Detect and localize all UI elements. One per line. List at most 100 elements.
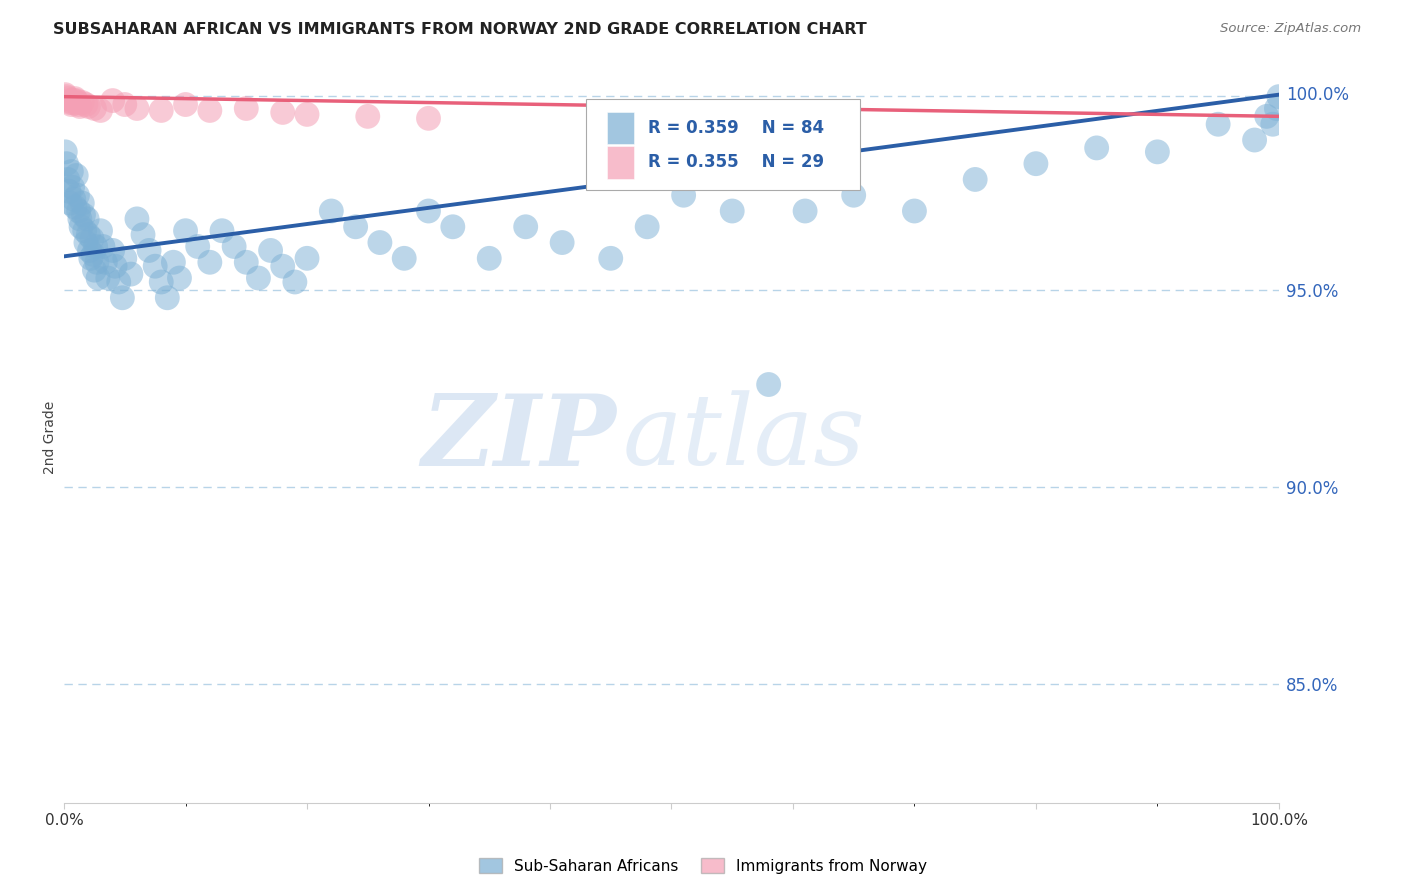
- Point: [58, 184, 80, 198]
- Point: [73, 224, 96, 238]
- Point: [1206, 117, 1229, 131]
- Point: [70, 219, 93, 234]
- Point: [65, 94, 87, 108]
- Point: [794, 204, 817, 219]
- Point: [125, 211, 148, 226]
- Point: [284, 275, 307, 289]
- Point: [63, 92, 86, 106]
- Point: [418, 204, 440, 219]
- Point: [1265, 102, 1288, 116]
- Point: [87, 271, 110, 285]
- Point: [72, 196, 94, 211]
- Point: [59, 95, 82, 110]
- Point: [53, 87, 76, 102]
- Point: [721, 204, 744, 219]
- Point: [62, 192, 84, 206]
- Point: [271, 105, 294, 120]
- Point: [162, 255, 184, 269]
- Point: [111, 291, 134, 305]
- Point: [132, 227, 155, 242]
- Point: [89, 224, 111, 238]
- Text: R = 0.355    N = 29: R = 0.355 N = 29: [648, 153, 824, 171]
- Point: [97, 271, 120, 285]
- Point: [79, 244, 101, 258]
- Point: [107, 275, 129, 289]
- Point: [1256, 109, 1278, 123]
- Point: [169, 271, 191, 285]
- Point: [80, 231, 103, 245]
- Point: [76, 211, 98, 226]
- Point: [150, 103, 173, 118]
- Point: [91, 239, 114, 253]
- Point: [56, 172, 79, 186]
- Point: [418, 112, 440, 126]
- Point: [1025, 156, 1047, 170]
- Point: [174, 97, 197, 112]
- Point: [1268, 89, 1291, 103]
- Point: [392, 252, 415, 266]
- Text: SUBSAHARAN AFRICAN VS IMMIGRANTS FROM NORWAY 2ND GRADE CORRELATION CHART: SUBSAHARAN AFRICAN VS IMMIGRANTS FROM NO…: [53, 22, 868, 37]
- Point: [75, 97, 97, 112]
- Point: [63, 200, 86, 214]
- Point: [120, 267, 142, 281]
- Bar: [607, 146, 634, 178]
- Point: [235, 102, 257, 116]
- Point: [1243, 133, 1265, 147]
- Point: [66, 95, 89, 110]
- Point: [174, 224, 197, 238]
- Point: [758, 377, 780, 392]
- Point: [80, 252, 103, 266]
- Point: [114, 97, 136, 112]
- Point: [58, 94, 80, 108]
- Bar: [607, 112, 634, 145]
- Point: [84, 239, 107, 253]
- Point: [89, 103, 111, 118]
- Point: [66, 188, 89, 202]
- Point: [104, 259, 127, 273]
- Point: [1261, 117, 1284, 131]
- Point: [82, 247, 104, 261]
- Text: Source: ZipAtlas.com: Source: ZipAtlas.com: [1220, 22, 1361, 36]
- Point: [83, 102, 105, 116]
- Point: [965, 172, 987, 186]
- Point: [69, 99, 91, 113]
- Point: [903, 204, 925, 219]
- Point: [62, 95, 84, 110]
- Point: [138, 244, 160, 258]
- Point: [77, 227, 100, 242]
- Legend: Sub-Saharan Africans, Immigrants from Norway: Sub-Saharan Africans, Immigrants from No…: [472, 852, 934, 880]
- Point: [344, 219, 367, 234]
- Point: [77, 99, 100, 113]
- Point: [125, 102, 148, 116]
- Point: [114, 252, 136, 266]
- Point: [65, 169, 87, 183]
- Point: [75, 235, 97, 250]
- Point: [86, 255, 108, 269]
- Point: [368, 235, 391, 250]
- Y-axis label: 2nd Grade: 2nd Grade: [44, 401, 58, 475]
- Point: [515, 219, 537, 234]
- Point: [224, 239, 246, 253]
- Point: [94, 255, 117, 269]
- Text: ZIP: ZIP: [422, 390, 617, 486]
- FancyBboxPatch shape: [586, 98, 859, 190]
- Point: [235, 255, 257, 269]
- Point: [599, 252, 621, 266]
- Point: [59, 196, 82, 211]
- Point: [321, 204, 343, 219]
- Point: [1085, 141, 1108, 155]
- Point: [156, 291, 179, 305]
- Point: [60, 97, 83, 112]
- Point: [69, 211, 91, 226]
- Point: [101, 94, 124, 108]
- Point: [101, 244, 124, 258]
- Point: [67, 204, 90, 219]
- Point: [150, 275, 173, 289]
- Point: [1146, 145, 1168, 159]
- Point: [672, 188, 695, 202]
- Point: [83, 263, 105, 277]
- Point: [143, 259, 166, 273]
- Point: [478, 252, 501, 266]
- Point: [211, 224, 233, 238]
- Point: [56, 92, 79, 106]
